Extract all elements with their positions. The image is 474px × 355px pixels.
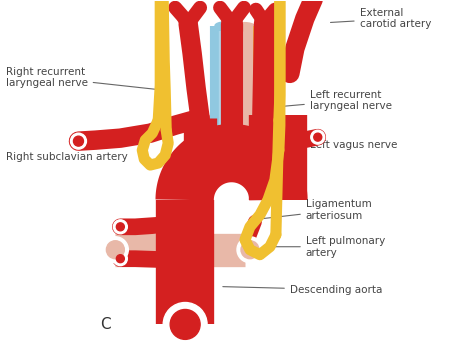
Text: External
carotid artery: External carotid artery <box>330 8 431 29</box>
Text: Left pulmonary
artery: Left pulmonary artery <box>248 236 385 257</box>
Circle shape <box>102 237 128 263</box>
Circle shape <box>116 255 124 263</box>
Text: Right subclavian artery: Right subclavian artery <box>6 136 128 162</box>
Circle shape <box>116 223 124 231</box>
Circle shape <box>163 302 207 346</box>
Text: Ligamentum
arteriosum: Ligamentum arteriosum <box>255 199 372 221</box>
Circle shape <box>311 130 325 144</box>
Circle shape <box>71 133 86 149</box>
Text: Descending aorta: Descending aorta <box>223 285 382 295</box>
Text: Right recurrent
laryngeal nerve: Right recurrent laryngeal nerve <box>6 67 163 90</box>
Text: Left vagus nerve: Left vagus nerve <box>284 137 397 150</box>
Circle shape <box>237 237 263 263</box>
Circle shape <box>241 241 259 259</box>
Circle shape <box>113 220 128 234</box>
Text: C: C <box>100 317 111 332</box>
Text: Left recurrent
laryngeal nerve: Left recurrent laryngeal nerve <box>274 89 392 111</box>
Circle shape <box>106 241 124 259</box>
Circle shape <box>314 133 322 141</box>
Circle shape <box>73 136 83 146</box>
Circle shape <box>113 252 128 266</box>
Circle shape <box>170 310 200 339</box>
Ellipse shape <box>234 23 254 29</box>
Ellipse shape <box>215 22 241 29</box>
